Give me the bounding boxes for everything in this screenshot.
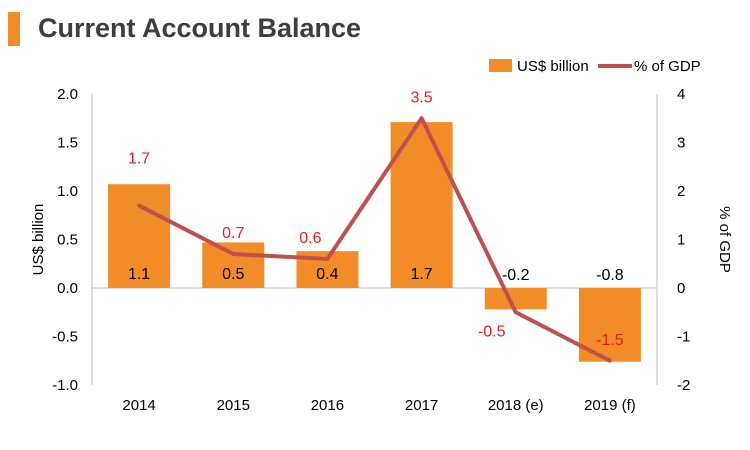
gdp-value-label: 3.5 — [410, 89, 432, 106]
gdp-point — [607, 358, 612, 363]
gdp-point — [231, 252, 236, 257]
bars — [108, 122, 641, 362]
bar-value-label: 1.7 — [410, 266, 432, 283]
gdp-value-label: 1.7 — [128, 151, 150, 168]
x-tick-label: 2017 — [405, 397, 438, 414]
x-tick-label: 2018 (e) — [488, 397, 544, 414]
gdp-value-label: -0.5 — [478, 323, 506, 340]
x-tick-label: 2015 — [217, 397, 250, 414]
x-tick-label: 2014 — [122, 397, 155, 414]
axes: 2.0 1.5 1.0 0.5 0.0 -0.5 -1.0 4 3 2 1 0 -1 -2 2014 2015… — [30, 86, 733, 414]
y2-tick-label: 2 — [677, 183, 685, 200]
gdp-point — [137, 203, 142, 208]
x-tick-label: 2019 (f) — [584, 397, 636, 414]
y-tick-label: 1.5 — [57, 135, 78, 152]
y-tick-label: 0.5 — [57, 232, 78, 249]
title-accent-bar — [8, 12, 20, 46]
legend-label-usd: US$ billion — [517, 58, 589, 75]
gdp-line — [137, 116, 612, 363]
bar — [108, 184, 171, 288]
y-axis-title: US$ billion — [30, 204, 47, 276]
y-tick-label: 2.0 — [57, 86, 78, 103]
y2-tick-label: -2 — [677, 377, 690, 394]
y-tick-label: -1.0 — [52, 377, 78, 394]
y2-tick-label: 0 — [677, 280, 685, 297]
gdp-value-label: 0.6 — [299, 230, 321, 247]
bar-value-label: -0.2 — [502, 267, 530, 284]
legend-label-gdp: % of GDP — [634, 58, 701, 75]
y2-tick-label: 4 — [677, 86, 685, 103]
y2-tick-label: 1 — [677, 232, 685, 249]
bar — [202, 242, 265, 288]
bar-value-label: -0.8 — [596, 267, 624, 284]
gdp-line-path — [138, 116, 611, 363]
y2-axis-title: % of GDP — [716, 206, 733, 273]
gdp-value-label: -1.5 — [596, 332, 624, 349]
bar — [390, 122, 453, 288]
y-tick-label: -0.5 — [52, 329, 78, 346]
data-labels: 1.1 0.5 0.4 1.7 -0.2 -0.8 1.7 0.7 0.6 3.5 -0.5 -1.5 — [128, 89, 624, 349]
bar-value-label: 0.5 — [222, 266, 244, 283]
gdp-point — [513, 310, 518, 315]
gdp-point — [419, 116, 424, 121]
y2-tick-label: -1 — [677, 329, 690, 346]
legend: US$ billion % of GDP — [489, 58, 701, 75]
bar-value-label: 1.1 — [128, 266, 150, 283]
gdp-value-label: 0.7 — [222, 225, 244, 242]
y-tick-label: 0.0 — [57, 280, 78, 297]
legend-swatch-bar — [489, 59, 512, 72]
bar-value-label: 0.4 — [316, 266, 338, 283]
y-tick-label: 1.0 — [57, 183, 78, 200]
chart-title: Current Account Balance — [38, 13, 362, 43]
bar — [484, 288, 547, 310]
x-tick-label: 2016 — [311, 397, 344, 414]
gdp-point — [325, 256, 330, 261]
y2-tick-label: 3 — [677, 135, 685, 152]
